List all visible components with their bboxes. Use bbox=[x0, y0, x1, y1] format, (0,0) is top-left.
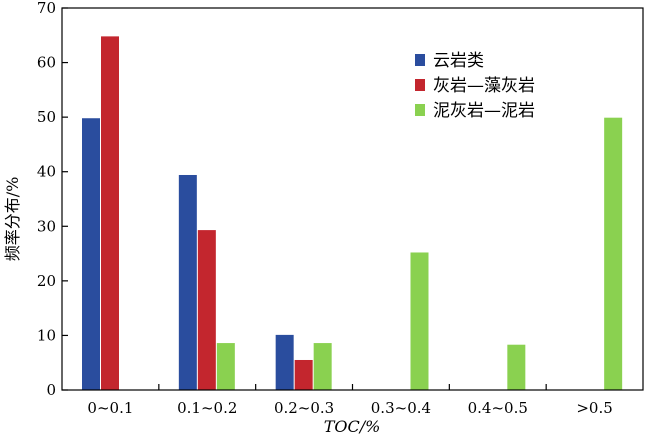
x-tick-label: 0.2~0.3 bbox=[274, 399, 334, 417]
bar-1-2 bbox=[178, 174, 197, 390]
y-tick-label: 70 bbox=[37, 0, 56, 17]
x-tick-label: 0.3~0.4 bbox=[371, 399, 431, 417]
x-tick-label: 0.4~0.5 bbox=[468, 399, 528, 417]
x-tick-label: 0~0.1 bbox=[87, 399, 133, 417]
x-axis-title: TOC/% bbox=[324, 417, 381, 436]
legend-swatch bbox=[415, 79, 425, 91]
y-tick-label: 60 bbox=[37, 54, 56, 72]
y-axis-title: 频率分布/% bbox=[3, 177, 22, 262]
y-tick-label: 20 bbox=[37, 272, 56, 290]
plot-frame bbox=[61, 7, 644, 391]
y-tick-label: 50 bbox=[37, 108, 56, 126]
y-tick-label: 40 bbox=[37, 163, 56, 181]
x-tick-label: >0.5 bbox=[576, 399, 612, 417]
bar-2-1 bbox=[101, 36, 119, 391]
y-tick-label: 0 bbox=[46, 381, 56, 399]
bar-3-6 bbox=[604, 117, 623, 390]
legend-label: 灰岩—藻灰岩 bbox=[433, 76, 535, 96]
y-tick-label: 30 bbox=[37, 217, 56, 235]
y-tick-label: 10 bbox=[37, 326, 56, 344]
bar-1-3 bbox=[275, 334, 294, 390]
x-tick-label: 0.1~0.2 bbox=[177, 399, 237, 417]
bar-2-2 bbox=[197, 230, 216, 390]
bars-group bbox=[82, 36, 623, 391]
legend-label: 云岩类 bbox=[433, 51, 484, 71]
bar-3-2 bbox=[216, 343, 235, 390]
bar-3-3 bbox=[313, 343, 332, 390]
bar-1-1 bbox=[82, 118, 100, 390]
bar-2-3 bbox=[294, 359, 313, 390]
bar-3-5 bbox=[507, 344, 526, 390]
legend-swatch bbox=[415, 104, 425, 116]
axes-group: 0 10 20 30 40 50 60 70 0~0.1 0.1~0.2 0.2~0.3 0.3~0.… bbox=[37, 0, 644, 417]
legend-swatch bbox=[415, 54, 425, 66]
bar-3-4 bbox=[410, 252, 429, 390]
legend-label: 泥灰岩—泥岩 bbox=[433, 101, 535, 121]
